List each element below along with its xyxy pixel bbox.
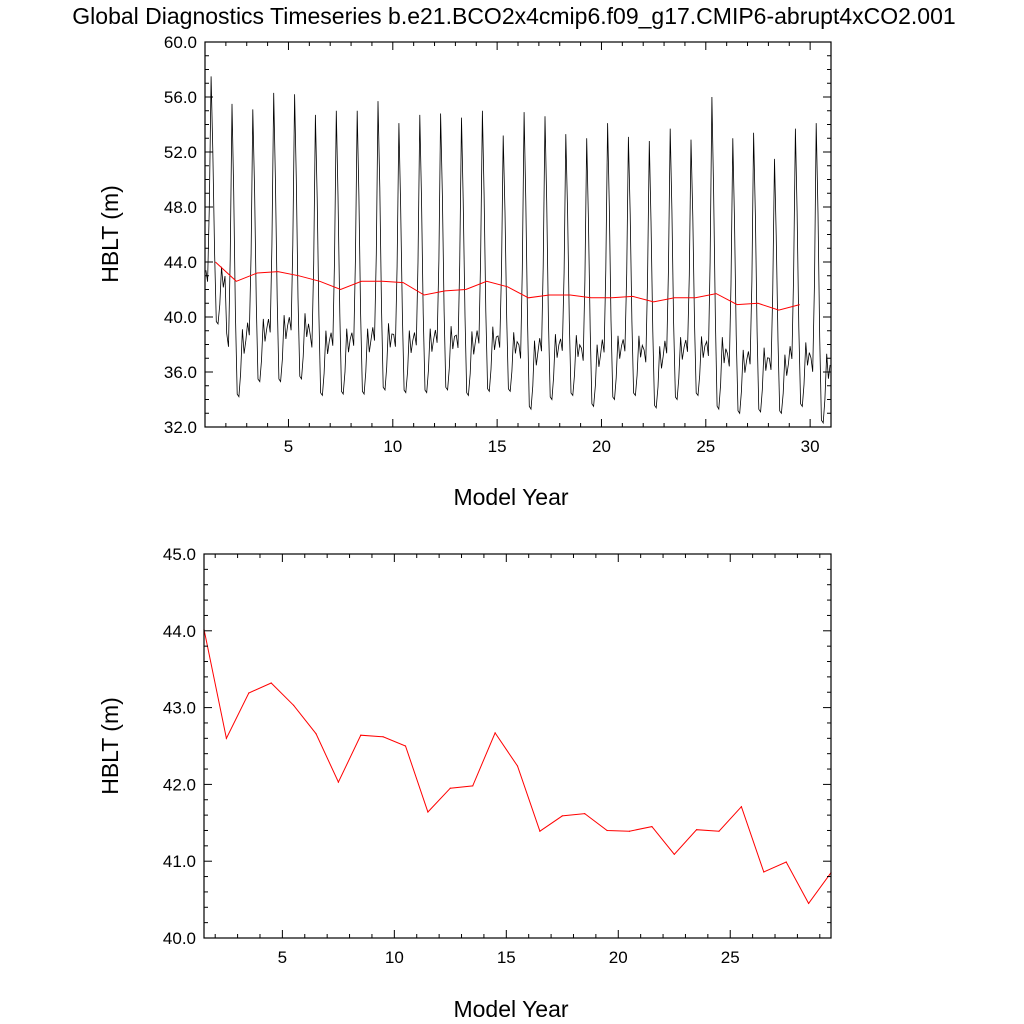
annual-mean-point [584,813,586,815]
monthly-and-annual-panel: 5 10 15 20 25 30 32.0 36.0 40.0 44.0 48.0 52.0 56.0 6… [97,33,832,510]
monthly-hblt-line [205,76,831,425]
bottom-series-layer [203,628,832,905]
figure-title: Global Diagnostics Timeseries b.e21.BCO2… [72,3,955,29]
annual-mean-point [360,734,362,736]
annual-mean-point [494,732,496,734]
top-x-tick-label: 5 [284,437,293,456]
annual-mean-panel: 5 10 15 20 25 40.0 41.0 42.0 43.0 44.0 45.0 Model … [97,545,832,1022]
annual-mean-point [561,815,563,817]
top-x-axis-label: Model Year [453,484,568,510]
top-y-tick-label: 48.0 [164,198,197,217]
annual-mean-point [516,765,519,767]
bottom-y-tick-label: 40.0 [163,929,196,948]
annual-mean-point [225,737,227,739]
top-y-tick-label: 52.0 [164,143,197,162]
top-x-tick-label: 15 [488,437,507,456]
bottom-y-axis-label: HBLT (m) [97,697,123,795]
bottom-y-tick-label: 42.0 [163,775,196,794]
top-y-tick-label: 32.0 [164,418,197,437]
top-x-tick-label: 25 [696,437,715,456]
annual-mean-point [404,745,407,747]
annual-mean-point [606,829,608,832]
annual-mean-point [673,853,675,855]
top-y-tick-label: 60.0 [164,33,197,52]
annual-mean-point [248,692,250,694]
top-y-axis-label: HBLT (m) [97,185,123,283]
annual-mean-point [628,830,631,832]
annual-mean-point [785,861,787,863]
bottom-x-tick-label: 20 [609,948,628,967]
annual-mean-point [651,826,653,828]
annual-mean-point [293,704,295,706]
top-y-tick-label: 40.0 [164,308,197,327]
top-ticks-layer: 5 10 15 20 25 30 32.0 36.0 40.0 44.0 48.0 52.0 56.0 6… [164,33,832,456]
annual-mean-point [718,830,720,832]
annual-mean-point [427,811,429,813]
annual-mean-point [337,781,339,783]
top-series-layer [205,76,831,425]
bottom-ticks-layer: 5 10 15 20 25 40.0 41.0 42.0 43.0 44.0 45.0 [163,545,831,967]
bottom-x-tick-label: 10 [385,948,404,967]
top-y-tick-label: 36.0 [164,363,197,382]
bottom-y-tick-label: 44.0 [163,622,196,641]
bottom-x-tick-label: 25 [721,948,740,967]
annual-mean-point [472,785,474,787]
annual-mean-point [382,736,384,738]
top-x-tick-label: 10 [383,437,402,456]
bottom-plot-frame [203,553,832,939]
bottom-y-tick-label: 41.0 [163,852,196,871]
annual-mean-point [808,902,810,905]
annual-mean-point [449,787,451,789]
annual-mean-point [696,829,698,831]
annual-mean-point [539,830,541,832]
bottom-x-tick-label: 15 [497,948,516,967]
annual-mean-point [270,682,272,684]
top-y-tick-label: 56.0 [164,88,197,107]
top-y-tick-label: 44.0 [164,253,197,272]
bottom-y-tick-label: 43.0 [163,699,196,718]
bottom-x-tick-label: 5 [278,948,287,967]
annual-mean-point [740,806,743,808]
top-x-tick-label: 20 [592,437,611,456]
annual-mean-point [763,871,765,873]
bottom-y-tick-label: 45.0 [163,545,196,564]
top-x-tick-label: 30 [801,437,820,456]
annual-mean-point [315,733,317,735]
annual-mean-line-top [215,261,800,311]
bottom-x-axis-label: Model Year [453,996,568,1022]
